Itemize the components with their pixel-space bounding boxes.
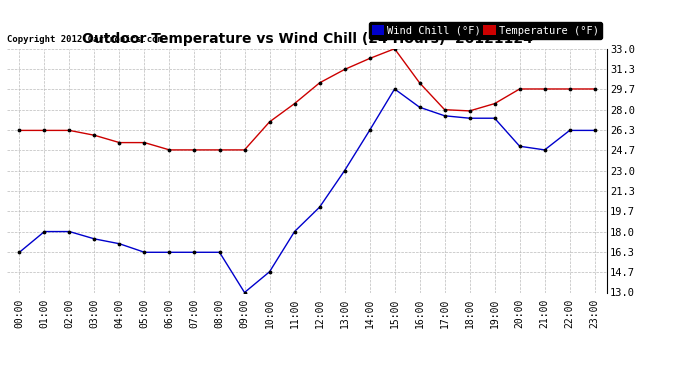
Text: Copyright 2012 Cartronics.com: Copyright 2012 Cartronics.com [7, 35, 163, 44]
Legend: Wind Chill (°F), Temperature (°F): Wind Chill (°F), Temperature (°F) [368, 22, 602, 39]
Title: Outdoor Temperature vs Wind Chill (24 Hours)  20121124: Outdoor Temperature vs Wind Chill (24 Ho… [81, 32, 533, 46]
